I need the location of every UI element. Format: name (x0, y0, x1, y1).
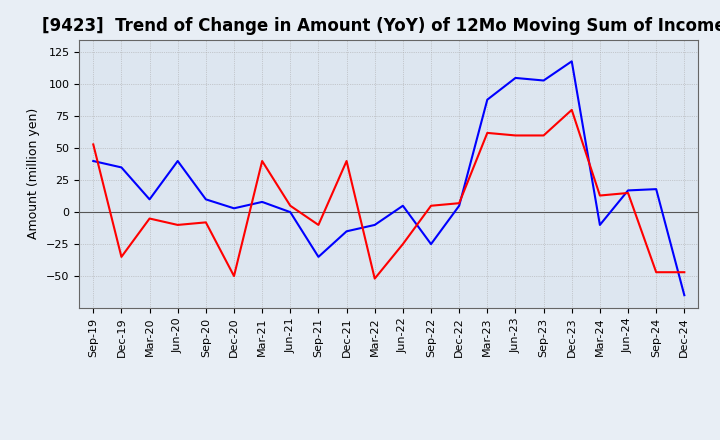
Ordinary Income (202, 197, 210, 202)
Line: Ordinary Income: Ordinary Income (94, 61, 684, 295)
Ordinary Income (174, 158, 182, 164)
Ordinary Income (455, 203, 464, 209)
Net Income (117, 254, 126, 260)
Net Income (567, 107, 576, 113)
Net Income (399, 242, 408, 247)
Ordinary Income (117, 165, 126, 170)
Ordinary Income (652, 187, 660, 192)
Net Income (427, 203, 436, 209)
Net Income (595, 193, 604, 198)
Net Income (539, 133, 548, 138)
Net Income (483, 130, 492, 136)
Net Income (314, 222, 323, 227)
Ordinary Income (286, 209, 294, 215)
Net Income (652, 270, 660, 275)
Ordinary Income (370, 222, 379, 227)
Net Income (511, 133, 520, 138)
Ordinary Income (680, 293, 688, 298)
Net Income (258, 158, 266, 164)
Net Income (455, 201, 464, 206)
Ordinary Income (399, 203, 408, 209)
Ordinary Income (342, 229, 351, 234)
Title: [9423]  Trend of Change in Amount (YoY) of 12Mo Moving Sum of Incomes: [9423] Trend of Change in Amount (YoY) o… (42, 17, 720, 35)
Net Income (202, 220, 210, 225)
Ordinary Income (483, 97, 492, 103)
Ordinary Income (258, 199, 266, 205)
Ordinary Income (145, 197, 154, 202)
Net Income (680, 270, 688, 275)
Ordinary Income (427, 242, 436, 247)
Net Income (286, 203, 294, 209)
Net Income (145, 216, 154, 221)
Net Income (174, 222, 182, 227)
Net Income (89, 142, 98, 147)
Net Income (624, 191, 632, 196)
Net Income (230, 273, 238, 279)
Ordinary Income (595, 222, 604, 227)
Net Income (342, 158, 351, 164)
Ordinary Income (314, 254, 323, 260)
Ordinary Income (624, 188, 632, 193)
Ordinary Income (511, 75, 520, 81)
Ordinary Income (230, 205, 238, 211)
Net Income (370, 276, 379, 281)
Y-axis label: Amount (million yen): Amount (million yen) (27, 108, 40, 239)
Ordinary Income (89, 158, 98, 164)
Ordinary Income (539, 78, 548, 83)
Line: Net Income: Net Income (94, 110, 684, 279)
Ordinary Income (567, 59, 576, 64)
